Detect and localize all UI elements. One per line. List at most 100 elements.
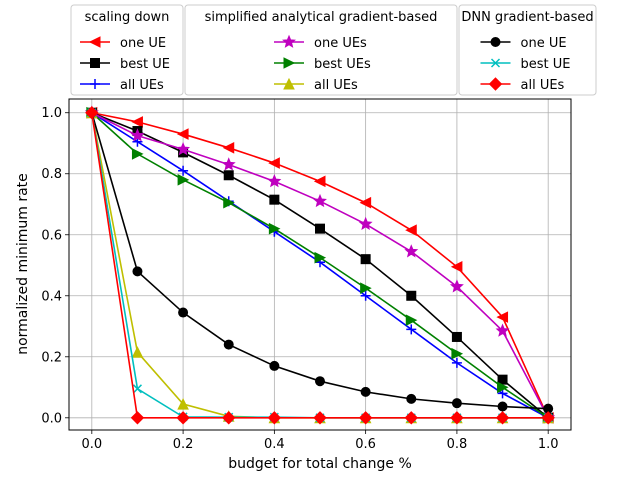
legend-group-3: DNN gradient-based one UE best UE all UEs — [458, 4, 597, 96]
legend-label: all UEs — [521, 78, 565, 93]
triangle-right-marker — [360, 282, 372, 294]
triangle-left-marker — [176, 128, 189, 140]
triangle-left-marker — [313, 175, 326, 188]
series-layer — [84, 105, 556, 425]
square-marker — [360, 254, 371, 265]
x-tick-label: 1.0 — [538, 437, 559, 452]
x-tick-label: 0.8 — [447, 437, 468, 452]
x-marker — [490, 58, 501, 68]
legend-entry: all UEs — [480, 77, 565, 93]
plus-marker — [178, 165, 189, 176]
triangle-left-marker — [131, 116, 143, 128]
circle-marker — [360, 386, 371, 397]
x-axis-label: budget for total change % — [228, 456, 412, 472]
plus-marker — [451, 357, 462, 368]
legend-entry: best UE — [480, 57, 571, 72]
diamond-marker — [222, 411, 236, 425]
legend-entry: one UE — [480, 36, 567, 51]
legend-entry: best UE — [80, 57, 170, 72]
circle-marker — [178, 307, 189, 318]
triangle-right-marker — [497, 381, 509, 394]
legend-group-2: simplified analytical gradient-based one … — [184, 4, 458, 96]
legend-entry: one UE — [80, 36, 166, 51]
series-7 — [86, 107, 554, 414]
triangle-right-marker — [451, 347, 464, 360]
legend-label: all UEs — [314, 78, 358, 93]
legend-title: simplified analytical gradient-based — [205, 10, 438, 25]
diamond-marker — [130, 411, 145, 425]
x-tick-label: 0.4 — [264, 437, 285, 452]
legend-label: best UE — [521, 57, 571, 72]
series-9 — [85, 106, 555, 425]
diamond-marker — [488, 77, 503, 91]
legend-title: DNN gradient-based — [461, 10, 593, 25]
circle-marker — [497, 401, 508, 412]
y-tick-label: 0.0 — [41, 411, 62, 426]
plus-marker — [90, 79, 100, 89]
triangle-left-marker — [268, 157, 280, 169]
triangle-right-marker — [283, 57, 296, 69]
triangle-right-marker — [177, 174, 190, 186]
legend-box — [184, 4, 458, 96]
triangle-left-marker — [222, 142, 235, 154]
square-marker — [451, 331, 462, 342]
x-tick-label: 0.0 — [81, 437, 102, 452]
diamond-marker — [313, 411, 327, 425]
triangle-up-marker — [177, 397, 189, 410]
circle-marker — [132, 266, 143, 277]
circle-marker — [451, 398, 462, 409]
triangle-left-marker — [405, 224, 417, 236]
square-marker — [223, 170, 234, 181]
triangle-left-marker — [359, 196, 372, 209]
legend-box — [70, 4, 184, 96]
star-marker — [404, 244, 419, 258]
x-tick-label: 0.2 — [173, 437, 194, 452]
diamond-marker — [404, 411, 418, 425]
grid — [69, 99, 571, 430]
plus-marker — [406, 324, 417, 335]
legend-entry: best UEs — [274, 57, 371, 72]
legend-title: scaling down — [85, 10, 170, 25]
triangle-up-marker — [131, 346, 144, 358]
star-marker — [495, 323, 510, 337]
diamond-marker — [358, 411, 373, 425]
y-tick-label: 0.8 — [41, 167, 62, 182]
star-marker — [313, 193, 327, 208]
star-marker — [221, 157, 236, 171]
circle-marker — [315, 376, 325, 387]
diamond-marker — [450, 411, 464, 425]
square-marker — [315, 223, 325, 234]
diamond-marker — [495, 411, 510, 425]
diamond-marker — [85, 106, 99, 120]
diamond-marker — [267, 411, 282, 425]
y-tick-label: 0.2 — [41, 350, 62, 365]
legend-label: best UEs — [314, 57, 371, 72]
star-marker — [358, 216, 373, 230]
star-marker — [130, 128, 145, 142]
circle-marker — [223, 339, 234, 350]
y-tick-label: 1.0 — [41, 106, 62, 121]
legend-group-1: scaling down one UE best UE all UEs — [70, 4, 184, 96]
x-marker — [132, 384, 142, 394]
triangle-left-marker — [88, 36, 101, 48]
star-marker — [449, 279, 464, 293]
triangle-right-marker — [405, 314, 418, 326]
square-marker — [90, 58, 100, 68]
plot-frame — [68, 98, 572, 431]
square-marker — [406, 290, 417, 301]
circle-marker — [269, 360, 280, 371]
legend-label: all UEs — [120, 78, 164, 93]
diamond-marker — [176, 411, 190, 425]
diamond-marker — [541, 411, 555, 425]
y-tick-label: 0.6 — [41, 228, 62, 243]
triangle-left-marker — [450, 260, 463, 273]
star-marker — [282, 34, 296, 48]
legend-label: one UE — [521, 36, 567, 51]
legend-box — [458, 4, 597, 96]
triangle-up-marker — [283, 77, 295, 90]
triangle-right-marker — [131, 148, 144, 160]
square-marker — [269, 194, 280, 205]
circle-marker — [490, 37, 501, 47]
